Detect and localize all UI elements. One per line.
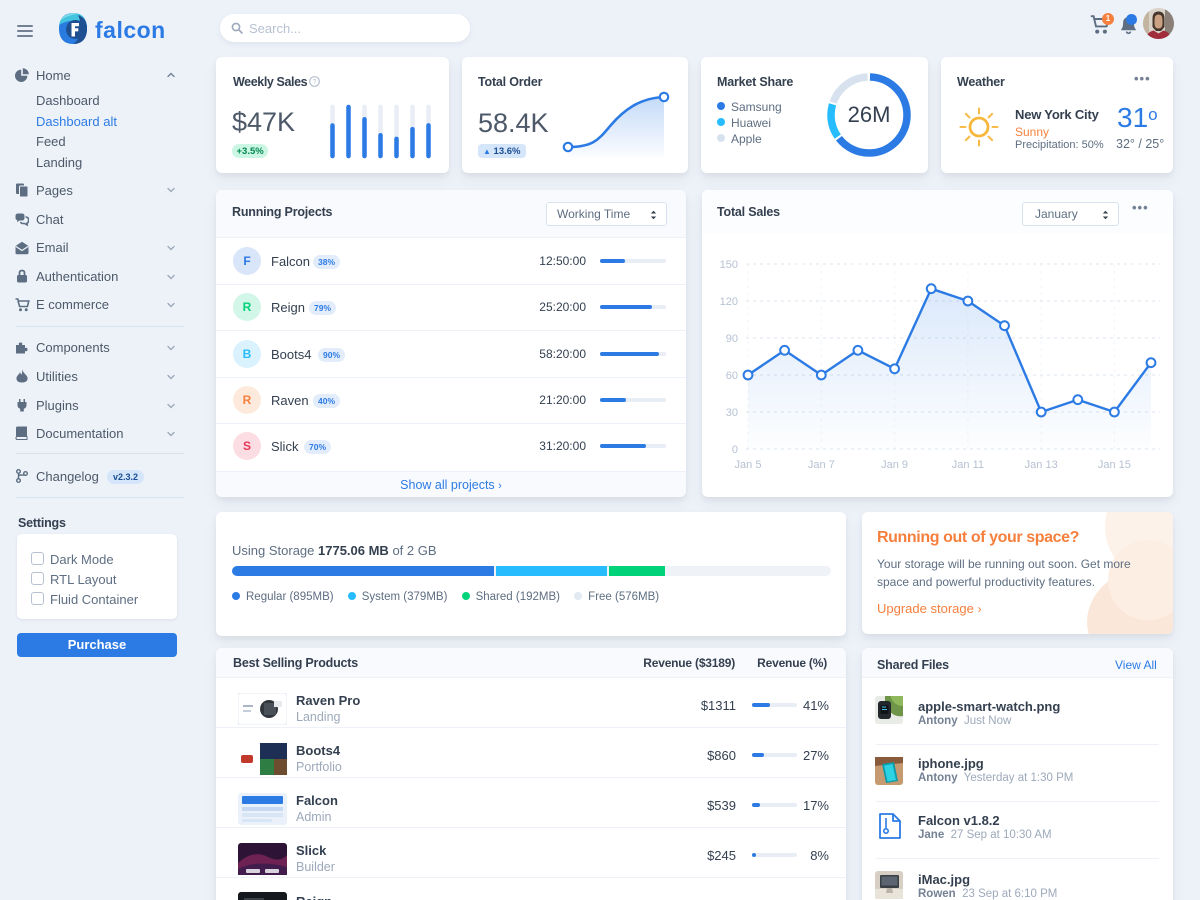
svg-text:120: 120 [720, 296, 738, 308]
svg-text:Jan 11: Jan 11 [952, 459, 984, 471]
svg-text:?: ? [313, 79, 317, 86]
svg-text:Jan 5: Jan 5 [735, 459, 762, 471]
svg-text:26M: 26M [848, 102, 891, 127]
svg-text:90: 90 [726, 333, 738, 345]
svg-text:150: 150 [720, 259, 738, 271]
svg-text:Jan 9: Jan 9 [881, 459, 908, 471]
svg-text:Jan 13: Jan 13 [1025, 459, 1058, 471]
svg-text:Jan 15: Jan 15 [1098, 459, 1131, 471]
svg-text:0: 0 [732, 444, 738, 456]
svg-text:30: 30 [726, 407, 738, 419]
svg-text:Jan 7: Jan 7 [808, 459, 835, 471]
svg-text:60: 60 [726, 370, 738, 382]
